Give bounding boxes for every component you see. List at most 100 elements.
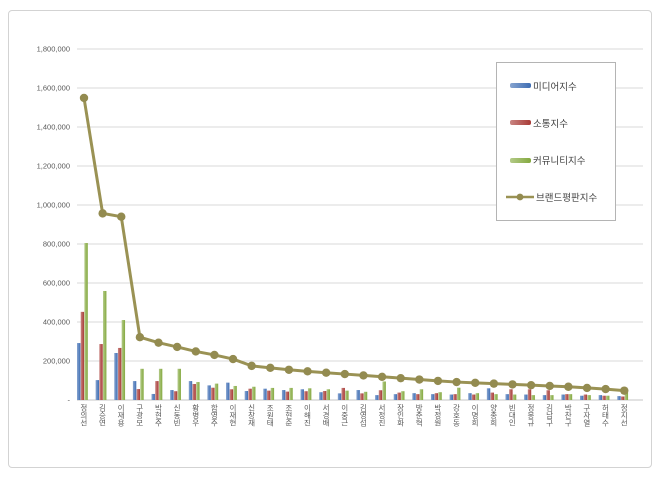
- bar-communication: [583, 394, 588, 400]
- bar-media: [505, 394, 509, 400]
- bar-media: [598, 395, 603, 400]
- y-tick-label: 1,600,000: [37, 84, 70, 93]
- legend-label-media: 미디어지수: [533, 81, 577, 93]
- bar-media: [356, 390, 360, 400]
- bar-communication: [173, 391, 178, 400]
- bar-community: [457, 387, 461, 400]
- bar-communication: [546, 390, 550, 400]
- y-tick-label: 1,400,000: [37, 123, 70, 132]
- bar-media: [617, 396, 621, 400]
- bar-media: [188, 381, 193, 400]
- bar-media: [95, 380, 100, 400]
- brand-line-marker: [154, 338, 163, 347]
- brand-line-marker: [564, 382, 573, 391]
- bar-communication: [378, 390, 383, 400]
- bar-community: [531, 395, 535, 400]
- bar-community: [512, 394, 517, 400]
- brand-line-marker: [526, 380, 536, 390]
- bar-communication: [360, 393, 364, 400]
- bar-media: [244, 391, 249, 400]
- bar-communication: [509, 389, 513, 400]
- bar-media: [132, 381, 137, 400]
- bar-community: [326, 389, 330, 400]
- bar-community: [270, 387, 275, 400]
- bar-media: [114, 353, 118, 400]
- bar-media: [542, 395, 547, 400]
- bar-communication: [565, 394, 569, 400]
- bar-media: [580, 395, 584, 400]
- y-tick-label: 1,000,000: [37, 201, 70, 210]
- brand-line-marker: [415, 375, 424, 384]
- bar-community: [233, 385, 237, 400]
- legend-label-community: 커뮤니티지수: [533, 156, 586, 168]
- bar-communication: [155, 381, 159, 400]
- legend-item-media: 미디어지수: [497, 79, 615, 93]
- bar-media: [468, 393, 472, 400]
- bar-community: [121, 320, 126, 400]
- brand-line-marker: [135, 333, 145, 342]
- brand-line-marker: [582, 383, 592, 393]
- bar-media: [151, 393, 155, 400]
- legend-item-communication: 소통지수: [497, 116, 615, 130]
- bar-communication: [248, 388, 252, 400]
- bar-community: [196, 382, 200, 400]
- brand-line-marker: [266, 363, 275, 373]
- bar-community: [587, 395, 591, 400]
- bar-media: [524, 394, 528, 400]
- y-tick-label: 600,000: [43, 279, 70, 288]
- brand-line-swatch-icon: [506, 193, 534, 201]
- bar-communication: [322, 391, 327, 400]
- bar-community: [289, 387, 293, 400]
- legend-item-community: 커뮤니티지수: [497, 153, 615, 167]
- y-tick-label: -: [68, 396, 71, 405]
- bar-community: [177, 368, 181, 400]
- bar-community: [494, 394, 498, 400]
- bar-community: [475, 393, 480, 400]
- brand-line-marker: [79, 93, 89, 103]
- bar-media: [226, 382, 230, 400]
- brand-line-marker: [247, 361, 256, 371]
- bar-communication: [341, 387, 345, 400]
- bar-communication: [490, 392, 494, 400]
- bar-community: [103, 290, 107, 400]
- bar-community: [438, 392, 442, 400]
- media-swatch-icon: [510, 83, 531, 89]
- brand-line-marker: [191, 347, 200, 356]
- brand-line-marker: [172, 342, 182, 352]
- brand-line-marker: [620, 386, 629, 395]
- y-tick-label: 1,200,000: [37, 162, 70, 171]
- bar-communication: [304, 391, 308, 400]
- bar-communication: [136, 389, 140, 400]
- bar-communication: [602, 395, 606, 400]
- bar-communication: [117, 347, 122, 400]
- brand-line-marker: [117, 212, 126, 221]
- bar-media: [412, 393, 416, 400]
- bar-communication: [416, 394, 420, 400]
- bar-community: [345, 390, 349, 400]
- communication-swatch-icon: [510, 120, 531, 126]
- y-tick-label: 200,000: [43, 357, 70, 366]
- brand-line-marker: [508, 380, 517, 389]
- brand-line-marker: [210, 350, 219, 360]
- bar-media: [319, 392, 323, 400]
- y-tick-label: 800,000: [43, 240, 70, 249]
- bar-communication: [527, 389, 532, 400]
- bar-communication: [471, 394, 476, 400]
- bar-community: [550, 395, 554, 400]
- community-swatch-icon: [510, 157, 531, 163]
- brand-line-marker: [471, 378, 480, 388]
- brand-line-marker: [228, 354, 238, 364]
- brand-line-marker: [303, 367, 312, 376]
- brand-line-marker: [321, 368, 331, 377]
- legend-label-communication: 소통지수: [533, 118, 568, 130]
- bar-community: [624, 392, 629, 400]
- bar-media: [170, 390, 174, 400]
- brand-line-marker: [452, 377, 461, 387]
- bar-communication: [285, 391, 290, 400]
- bar-community: [419, 389, 424, 400]
- bar-communication: [211, 387, 215, 400]
- brand-line-marker: [433, 376, 443, 386]
- legend-item-brand-reputation: 브랜드평판지수: [497, 190, 615, 204]
- bar-media: [449, 394, 453, 400]
- bar-media: [263, 388, 267, 400]
